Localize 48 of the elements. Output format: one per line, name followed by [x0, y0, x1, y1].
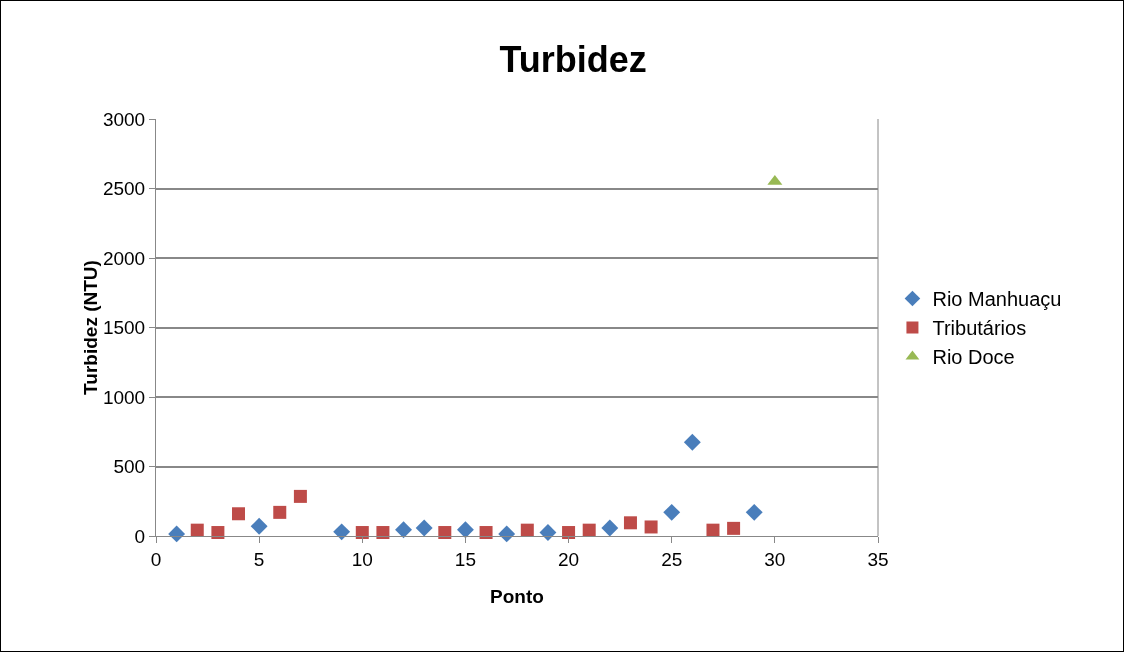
point	[190, 523, 204, 537]
point	[232, 507, 246, 521]
y-tick-label: 3000	[102, 108, 146, 130]
point	[520, 523, 534, 537]
point	[562, 526, 576, 540]
point	[415, 519, 433, 537]
point	[745, 503, 763, 521]
x-tick-label: 25	[661, 548, 683, 570]
point	[498, 525, 516, 543]
x-tick-label: 30	[764, 548, 786, 570]
point	[644, 520, 658, 534]
x-tick-label: 0	[150, 548, 162, 570]
legend-label: Rio Manhuaçu	[932, 288, 1062, 311]
point	[727, 521, 741, 535]
point	[582, 523, 596, 537]
point	[333, 523, 351, 541]
y-tick-label: 0	[134, 525, 146, 547]
y-tick-label: 500	[113, 456, 146, 478]
point	[539, 524, 557, 541]
x-tick-label: 5	[253, 548, 265, 570]
chart-title: Turbidez	[499, 38, 647, 80]
point	[438, 526, 452, 540]
y-tick-label: 1000	[102, 386, 146, 408]
point	[250, 517, 268, 535]
x-tick-label: 35	[867, 548, 889, 570]
y-tick-label: 2000	[102, 247, 146, 269]
point	[601, 519, 619, 537]
point	[273, 505, 287, 519]
x-tick-label: 15	[454, 548, 476, 570]
x-tick-label: 20	[558, 548, 580, 570]
x-tick-label: 10	[351, 548, 373, 570]
point	[479, 526, 493, 540]
point	[395, 521, 412, 539]
point	[355, 526, 369, 540]
y-tick-label: 2500	[102, 178, 146, 200]
y-axis-title: Turbidez (NTU)	[79, 260, 101, 395]
point	[456, 521, 474, 539]
point	[683, 433, 701, 451]
point	[376, 526, 390, 540]
point	[211, 526, 225, 540]
point	[623, 516, 637, 530]
legend-label: Tributários	[932, 317, 1027, 340]
point	[293, 489, 307, 503]
y-tick-label: 1500	[102, 317, 146, 339]
x-axis-title: Ponto	[490, 586, 544, 607]
point	[706, 523, 720, 537]
legend-label: Rio Doce	[932, 346, 1015, 369]
point	[663, 503, 681, 521]
